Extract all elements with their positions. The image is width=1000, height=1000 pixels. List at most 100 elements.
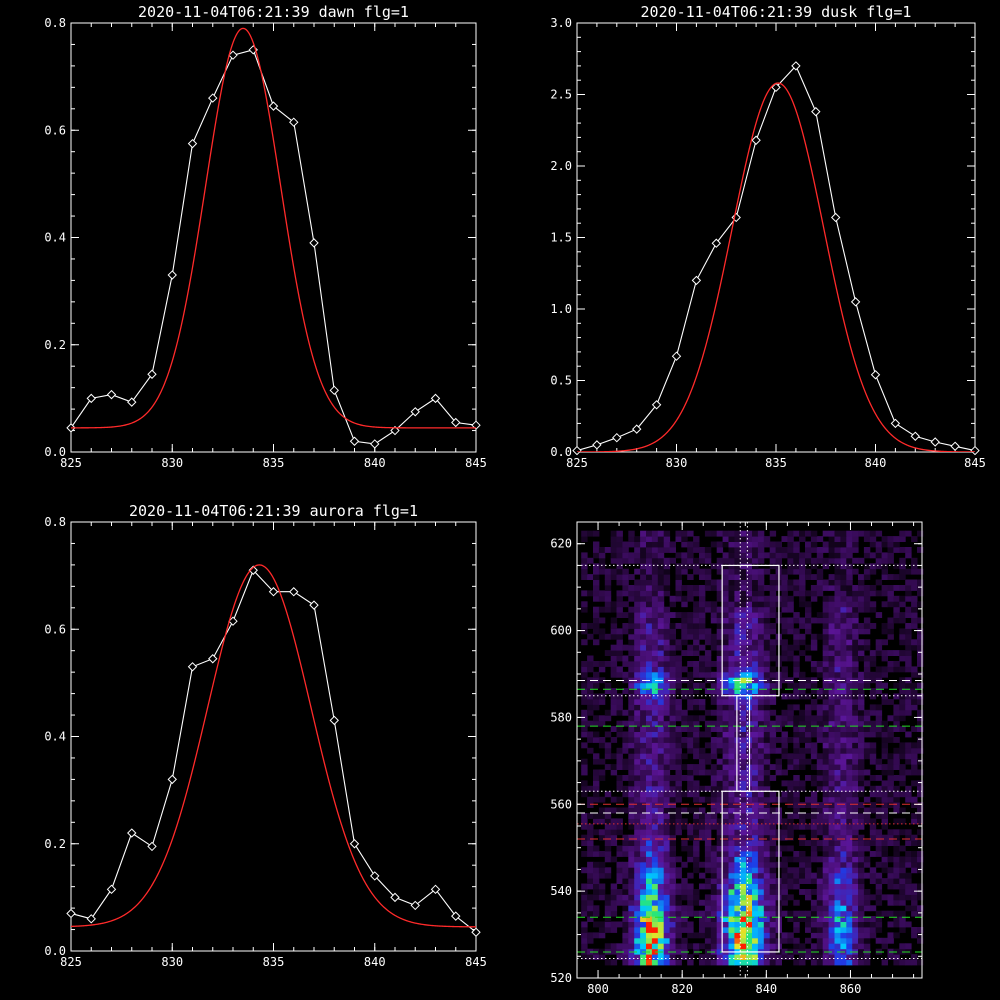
heatmap-cell [716, 829, 724, 836]
heatmap-cell [646, 688, 653, 694]
heatmap-cell [769, 927, 777, 933]
heatmap-cell [822, 780, 830, 787]
heatmap-cell [805, 823, 812, 830]
heatmap-cell [840, 655, 847, 662]
heatmap-cell [816, 910, 824, 917]
heatmap-cell [622, 742, 629, 749]
heatmap-cell [763, 791, 771, 798]
heatmap-cell [728, 530, 735, 537]
heatmap-cell [657, 937, 665, 944]
heatmap-cell [646, 932, 653, 939]
heatmap-cell [828, 916, 835, 922]
heatmap-cell [634, 671, 641, 678]
heatmap-cell [858, 889, 865, 895]
heatmap-cell [887, 633, 894, 640]
heatmap-cell [752, 563, 759, 570]
heatmap-cell [899, 568, 906, 575]
heatmap-cell [793, 959, 800, 966]
heatmap-cell [899, 699, 906, 705]
heatmap-cell [810, 541, 818, 548]
heatmap-cell [587, 688, 594, 694]
heatmap-cell [581, 823, 588, 830]
heatmap-cell [828, 889, 835, 895]
heatmap-cell [640, 541, 647, 548]
heatmap-cell [846, 796, 853, 803]
heatmap-cell [598, 628, 606, 635]
heatmap-cell [810, 639, 818, 646]
heatmap-cell [687, 633, 694, 640]
heatmap-cell [604, 568, 612, 575]
heatmap-cell [628, 872, 635, 879]
y-tick-label: 520 [550, 971, 572, 985]
heatmap-cell [651, 780, 659, 787]
heatmap-cell [769, 601, 777, 608]
heatmap-cell [810, 840, 818, 846]
heatmap-cell [610, 834, 618, 841]
heatmap-cell [852, 899, 859, 906]
heatmap-cell [917, 747, 924, 754]
heatmap-cell [722, 856, 729, 863]
heatmap-cell [840, 563, 847, 570]
heatmap-cell [828, 612, 835, 618]
heatmap-cell [740, 617, 747, 624]
heatmap-cell [869, 867, 877, 874]
heatmap-cell [793, 753, 800, 760]
heatmap-cell [740, 612, 747, 618]
heatmap-cell [852, 693, 859, 700]
heatmap-cell [858, 883, 865, 890]
heatmap-cell [775, 954, 782, 960]
heatmap-cell [710, 530, 718, 537]
heatmap-cell [858, 791, 865, 798]
heatmap-cell [622, 574, 629, 580]
heatmap-cell [681, 693, 688, 700]
heatmap-cell [646, 709, 653, 716]
heatmap-cell [663, 747, 671, 754]
heatmap-cell [640, 785, 647, 792]
heatmap-cell [752, 682, 759, 689]
heatmap-cell [646, 818, 653, 825]
heatmap-cell [905, 889, 912, 895]
heatmap-cell [781, 845, 788, 852]
heatmap-cell [669, 780, 676, 787]
heatmap-cell [657, 851, 665, 857]
heatmap-cell [852, 557, 859, 564]
data-point [791, 61, 801, 71]
heatmap-cell [722, 813, 729, 819]
heatmap-cell [704, 834, 712, 841]
data-point [370, 871, 380, 881]
heatmap-cell [657, 813, 665, 819]
heatmap-cell [899, 612, 906, 618]
heatmap-cell [869, 650, 877, 656]
heatmap-cell [704, 688, 712, 694]
heatmap-cell [858, 715, 865, 722]
heatmap-cell [787, 617, 794, 624]
heatmap-cell [810, 590, 818, 597]
heatmap-cell [646, 574, 653, 580]
heatmap-cell [693, 910, 700, 917]
heatmap-cell [693, 650, 700, 656]
heatmap-cell [805, 552, 812, 559]
heatmap-cell [887, 764, 894, 770]
heatmap-cell [787, 628, 794, 635]
heatmap-cell [740, 655, 747, 662]
heatmap-cell [593, 595, 600, 602]
heatmap-cell [763, 753, 771, 760]
heatmap-cell [787, 530, 794, 537]
heatmap-cell [693, 861, 700, 868]
heatmap-cell [834, 574, 841, 580]
heatmap-cell [699, 552, 706, 559]
heatmap-cell [828, 623, 835, 629]
heatmap-cell [781, 829, 788, 836]
heatmap-cell [887, 769, 894, 776]
heatmap-cell [881, 731, 888, 738]
heatmap-cell [722, 758, 729, 765]
heatmap-cell [863, 606, 871, 613]
heatmap-cell [757, 623, 765, 629]
heatmap-cell [704, 731, 712, 738]
heatmap-cell [622, 590, 629, 597]
heatmap-cell [875, 840, 883, 846]
heatmap-cell [828, 682, 835, 689]
heatmap-cell [781, 910, 788, 917]
heatmap-cell [610, 905, 618, 912]
heatmap-cell [593, 758, 600, 765]
